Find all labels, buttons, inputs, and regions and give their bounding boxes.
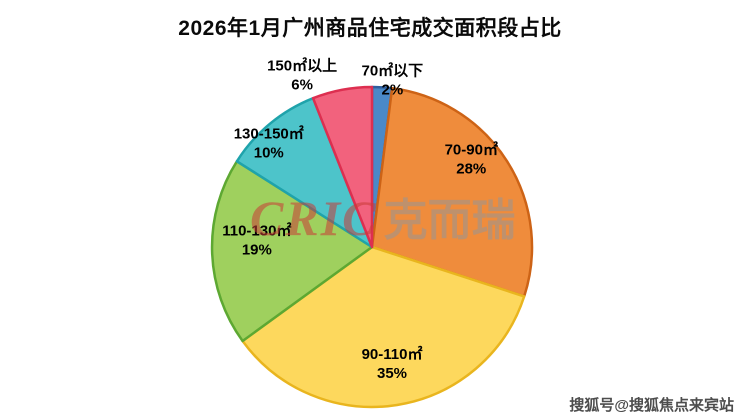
pie-slice-3[interactable] (210, 160, 374, 343)
pie-slice-label-1: 70-90㎡ 28% (445, 140, 498, 177)
pie-slice-label-2: 90-110㎡ 35% (362, 345, 423, 382)
pie-slice-label-3: 110-130㎡ 19% (222, 222, 291, 259)
pie-slice-1[interactable] (370, 87, 534, 298)
chart-title: 2026年1月广州商品住宅成交面积段占比 (178, 17, 562, 40)
pie-slice-label-4: 130-150㎡ 10% (234, 125, 304, 162)
pie-slice-4[interactable] (235, 96, 374, 249)
pie-slice-label-0: 70㎡以下 2% (362, 62, 424, 99)
pie-slice-2[interactable] (241, 245, 526, 409)
pie-slice-5[interactable] (311, 85, 374, 249)
pie-slice-label-5: 150㎡以上 6% (267, 56, 337, 93)
